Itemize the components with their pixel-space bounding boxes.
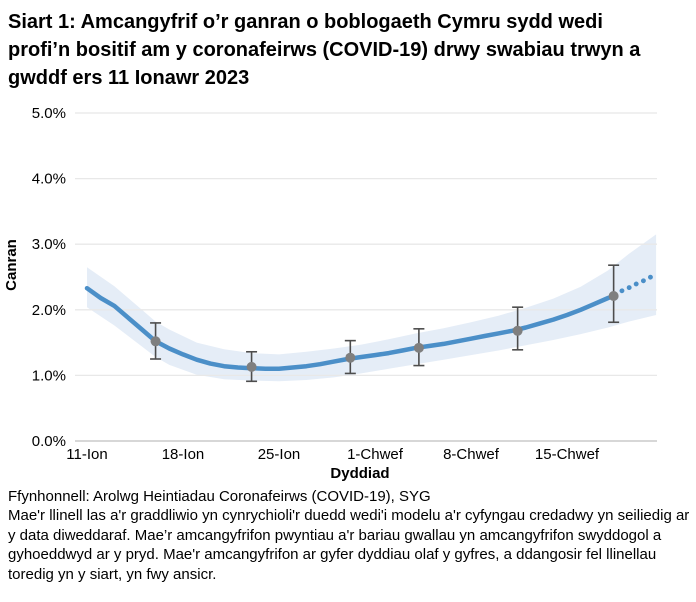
- y-axis-title: Canran: [3, 239, 20, 291]
- y-tick-label: 1.0%: [32, 367, 66, 384]
- point-estimate: [150, 336, 161, 347]
- point-estimates-layer: [150, 264, 620, 383]
- estimate-11-Chwef: [512, 306, 524, 351]
- y-tick-label: 2.0%: [32, 302, 66, 319]
- trend-line-dotted: [619, 273, 655, 294]
- x-tick-label: 1-Chwef: [347, 446, 404, 463]
- x-tick-label: 8-Chwef: [443, 446, 500, 463]
- y-tick-label: 4.0%: [32, 171, 66, 188]
- point-estimate: [413, 342, 424, 353]
- y-tick-label: 5.0%: [32, 105, 66, 122]
- confidence-band-layer: [87, 234, 657, 382]
- estimate-18-Chwef: [608, 264, 620, 324]
- confidence-band: [87, 234, 657, 382]
- estimate-4-Chwef: [413, 328, 425, 367]
- point-estimate: [608, 291, 619, 302]
- y-tick-label: 3.0%: [32, 236, 66, 253]
- point-estimate: [345, 352, 356, 363]
- estimate-23-Ion: [246, 350, 258, 383]
- point-estimate: [246, 361, 257, 372]
- chart-title: Siart 1: Amcangyfrif o’r ganran o boblog…: [8, 11, 641, 89]
- estimate-16-Ion: [150, 322, 162, 360]
- notes-text: Mae'r llinell las a'r graddliwio yn cynr…: [8, 507, 690, 583]
- x-axis-title: Dyddiad: [330, 465, 389, 482]
- source-text: Ffynhonnell: Arolwg Heintiadau Coronafei…: [8, 488, 431, 505]
- x-tick-label: 25-Ion: [258, 446, 301, 463]
- tick-labels-layer: 0.0% 1.0% 2.0% 3.0% 4.0% 5.0% 11-Ion 18-Ion 25-I…: [32, 105, 600, 463]
- estimate-30-Ion: [344, 339, 356, 375]
- x-tick-label: 18-Ion: [162, 446, 205, 463]
- x-tick-label: 15-Chwef: [535, 446, 600, 463]
- y-tick-label: 0.0%: [32, 433, 66, 450]
- x-tick-label: 11-Ion: [66, 446, 107, 463]
- gridlines-layer: [75, 112, 657, 442]
- point-estimate: [512, 325, 523, 336]
